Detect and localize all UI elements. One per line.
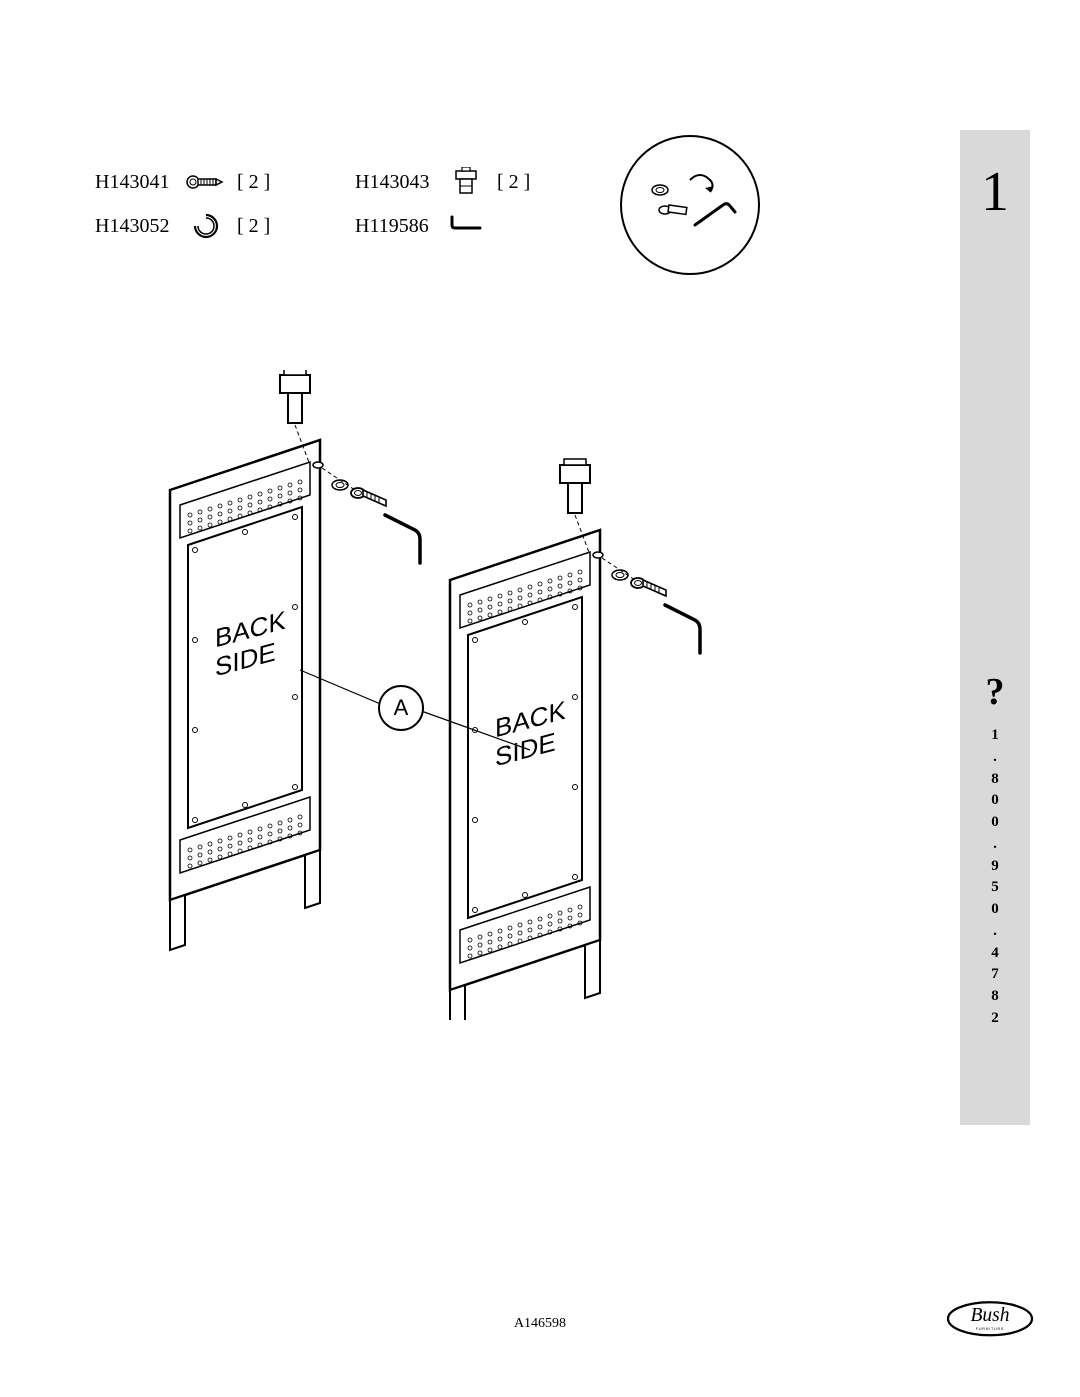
part-item: H119586	[355, 213, 615, 239]
part-item: H143052 [ 2 ]	[95, 212, 355, 240]
phone-char: 7	[960, 964, 1030, 986]
part-number: H143052	[95, 215, 185, 238]
part-qty: [ 2 ]	[227, 215, 277, 238]
part-number: H143041	[95, 171, 185, 194]
help-phone: 1 . 8 0 0 . 9 5 0 . 4 7 8 2	[960, 725, 1030, 1030]
document-number: A146598	[0, 1316, 1080, 1332]
sidebar: 1 ? 1 . 8 0 0 . 9 5 0 . 4 7 8 2	[960, 130, 1030, 1125]
washer-icon	[185, 212, 227, 240]
part-number: H119586	[355, 215, 445, 238]
part-item: H143041 [ 2 ]	[95, 171, 355, 194]
phone-char: 0	[960, 790, 1030, 812]
part-label-circle: A	[378, 685, 424, 731]
allen-key-icon	[445, 213, 487, 239]
page: 1 ? 1 . 8 0 0 . 9 5 0 . 4 7 8 2 Bush FUR…	[0, 0, 1080, 1397]
phone-char: 1	[960, 725, 1030, 747]
phone-char: 0	[960, 812, 1030, 834]
phone-char: 9	[960, 856, 1030, 878]
phone-char: .	[960, 834, 1030, 856]
phone-char: .	[960, 921, 1030, 943]
cam-icon	[445, 167, 487, 197]
phone-char: 0	[960, 899, 1030, 921]
part-qty: [ 2 ]	[487, 171, 537, 194]
phone-char: 4	[960, 943, 1030, 965]
part-item: H143043 [ 2 ]	[355, 167, 615, 197]
part-number: H143043	[355, 171, 445, 194]
phone-char: 5	[960, 877, 1030, 899]
assembly-diagram: BACK SIDE BACK SIDE A	[130, 370, 770, 1020]
phone-char: 8	[960, 986, 1030, 1008]
phone-char: 2	[960, 1008, 1030, 1030]
part-letter: A	[394, 695, 409, 721]
tool-indicator-circle	[620, 135, 760, 275]
phone-char: 8	[960, 769, 1030, 791]
bolt-icon	[185, 171, 227, 193]
phone-char: .	[960, 747, 1030, 769]
step-number: 1	[960, 160, 1030, 224]
part-qty: [ 2 ]	[227, 171, 277, 194]
help-question-mark: ?	[960, 670, 1030, 714]
